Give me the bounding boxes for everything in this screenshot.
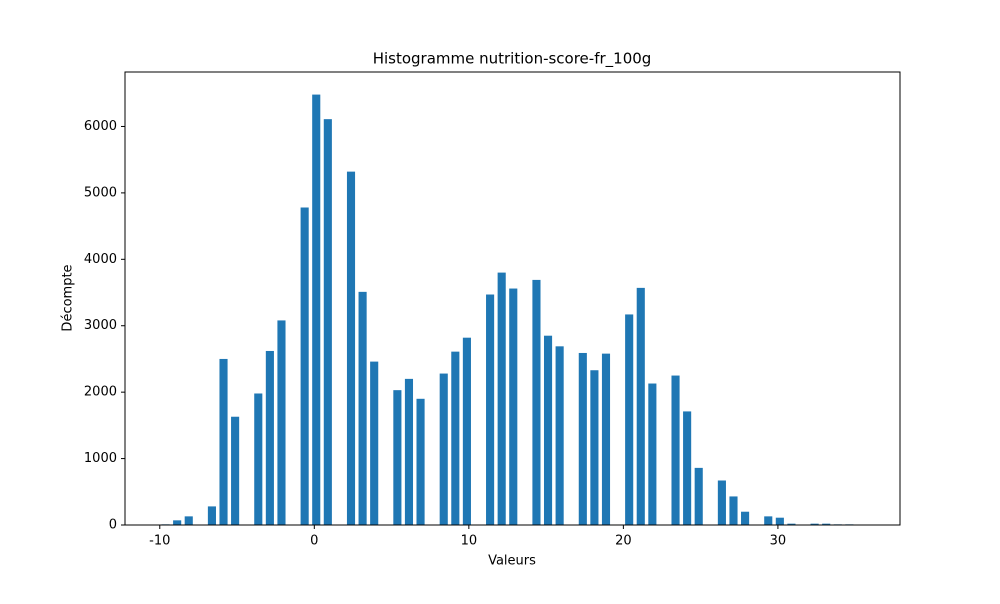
bar (729, 496, 738, 525)
bar (358, 291, 367, 525)
bar (543, 335, 553, 525)
y-tick-label: 0 (109, 518, 117, 533)
x-tick-label: 30 (770, 534, 787, 549)
bar (231, 416, 240, 525)
bar (486, 294, 495, 525)
y-tick-label: 3000 (84, 318, 117, 333)
bar (312, 94, 321, 525)
bar (648, 383, 657, 525)
bar (497, 272, 506, 525)
x-tick-label: 20 (615, 534, 632, 549)
bar (346, 171, 356, 526)
bar (207, 506, 216, 525)
y-tick-label: 6000 (84, 119, 117, 134)
bar (590, 370, 599, 525)
bar (625, 314, 634, 525)
bar (416, 398, 425, 525)
bar (173, 520, 182, 525)
bar (300, 207, 309, 525)
bar (277, 320, 286, 525)
y-tick-label: 1000 (84, 451, 117, 466)
bar (694, 467, 703, 525)
bar (254, 393, 263, 525)
bar (265, 350, 274, 525)
bar (393, 390, 402, 525)
bar (764, 516, 773, 525)
bar (555, 346, 564, 525)
bar (717, 480, 726, 525)
x-axis-label: Valeurs (488, 554, 536, 569)
bar (404, 378, 414, 525)
y-axis-label: Décompte (61, 264, 76, 331)
bar (578, 352, 587, 525)
bar (462, 337, 471, 525)
chart-title: Histogramme nutrition-score-fr_100g (373, 50, 652, 69)
y-tick-label: 5000 (84, 185, 117, 200)
bar (509, 288, 518, 525)
bar (370, 361, 379, 525)
y-tick-label: 2000 (84, 385, 117, 400)
bar (184, 516, 193, 525)
bar (671, 375, 680, 525)
x-tick-label: 0 (310, 534, 318, 549)
bar (810, 523, 819, 525)
bar (439, 373, 448, 525)
bar (601, 353, 611, 525)
bar (787, 523, 796, 525)
x-tick-label: 10 (461, 534, 478, 549)
plot-frame (124, 71, 901, 526)
bar (323, 119, 332, 525)
bar (775, 517, 784, 525)
x-tick-label: -10 (149, 534, 170, 549)
bar (532, 279, 541, 525)
bar (822, 523, 831, 525)
bar (451, 351, 460, 525)
bar (636, 287, 645, 525)
bar (219, 358, 228, 525)
y-tick-label: 4000 (84, 252, 117, 267)
bar (683, 411, 692, 525)
bar (741, 511, 750, 525)
